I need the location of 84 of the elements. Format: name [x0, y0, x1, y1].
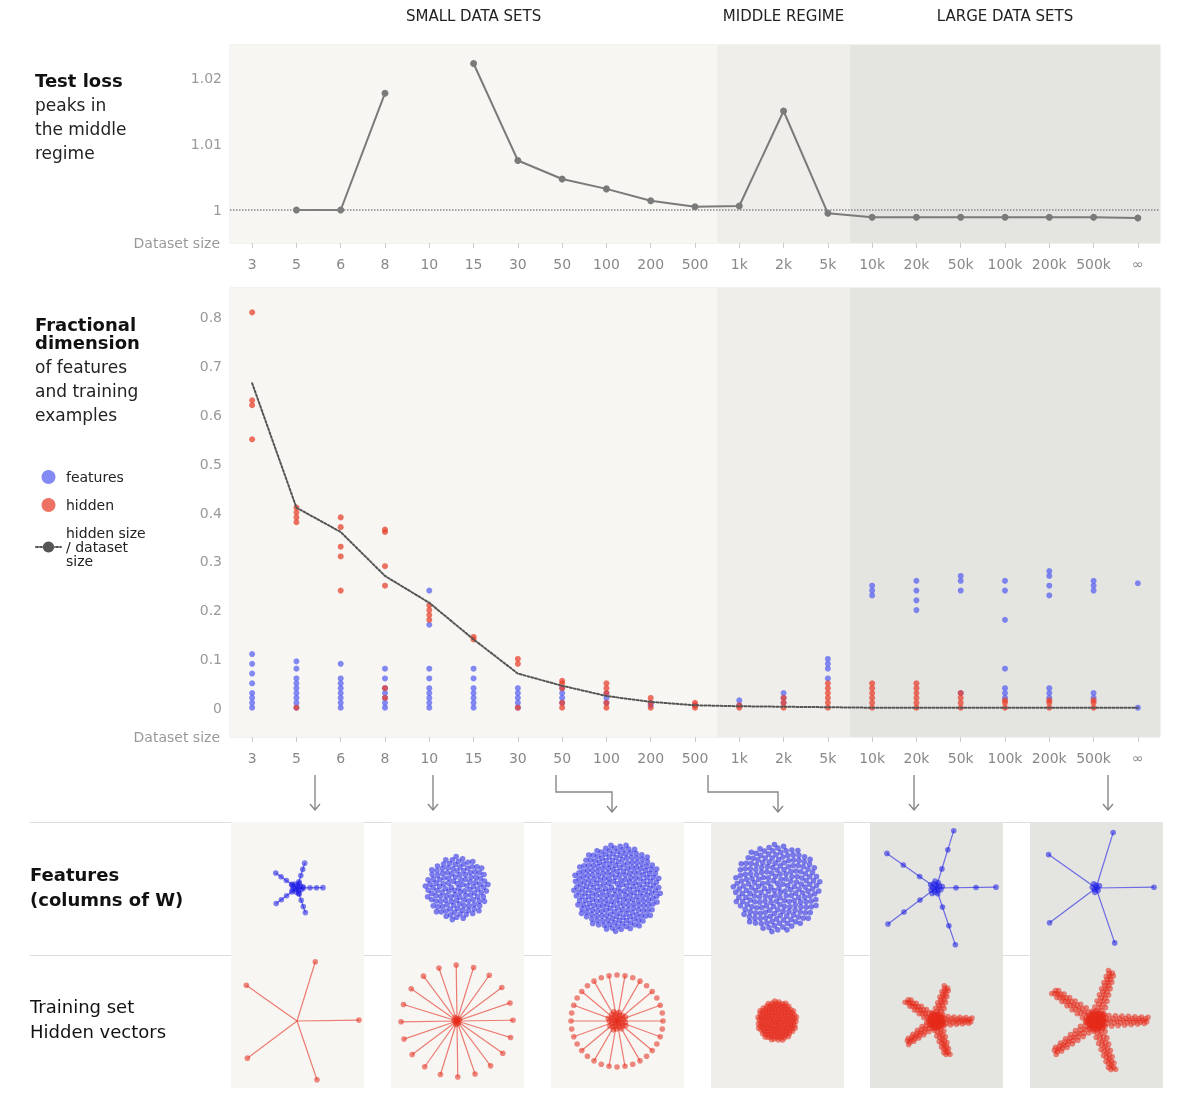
x-tick-label: 1k — [730, 750, 749, 766]
x-tick-label: 2k — [775, 256, 793, 272]
x-tick-label: 200 — [637, 750, 665, 766]
x-tick-label: 10 — [420, 256, 439, 272]
line-series — [251, 382, 1139, 709]
x-tick-label: 50 — [553, 750, 572, 766]
y-tick-label: 0.8 — [199, 309, 222, 326]
x-tick-label: 8 — [380, 256, 390, 272]
y-tick-label: 1.01 — [190, 136, 222, 152]
text: Training set Hidden vectors — [30, 995, 168, 1044]
x-tick-label: 500 — [681, 256, 709, 272]
x-tick-label: 5k — [819, 750, 838, 766]
legend-label: features — [66, 469, 124, 485]
point — [735, 202, 743, 210]
x-tick-label: 50k — [947, 256, 975, 272]
x-tick-label: 10k — [859, 256, 886, 272]
x-tick-label: 2k — [775, 750, 793, 766]
x-tick-label: 30 — [508, 256, 527, 272]
x-tick-label: 15 — [464, 750, 483, 766]
band-label: MIDDLE REGIME — [722, 6, 845, 25]
x-tick-label: 15 — [464, 256, 483, 272]
text: Features (columns of W) — [30, 863, 185, 912]
point — [1045, 213, 1053, 221]
point — [647, 197, 655, 205]
point — [912, 213, 920, 221]
text: of features and training examples — [35, 357, 144, 425]
y-tick-label: 0.5 — [199, 455, 222, 472]
y-tick-label: 0.4 — [199, 504, 223, 521]
y-tick-label: 1 — [213, 202, 222, 218]
x-tick-label: 20k — [903, 256, 931, 272]
x-tick-label: 100 — [593, 256, 620, 272]
x-tick-label: 1k — [730, 256, 749, 272]
band-label: SMALL DATA SETS — [405, 6, 542, 25]
x-tick-label: 20k — [903, 750, 931, 766]
x-tick-label: 5 — [291, 750, 301, 766]
x-tick-label: 200k — [1031, 256, 1068, 272]
text: Test loss — [35, 69, 123, 91]
text: peaks in the middle regime — [35, 95, 132, 163]
point — [868, 213, 876, 221]
x-tick-label: 5 — [291, 256, 301, 272]
y-tick-label: 1.02 — [190, 70, 222, 86]
x-tick-label: 200 — [637, 256, 665, 272]
x-tick-label: 200k — [1031, 750, 1068, 766]
x-tick-label: 100 — [593, 750, 620, 766]
x-tick-label: 6 — [336, 256, 346, 272]
y-tick-label: 0.6 — [199, 406, 223, 423]
x-tick-label: ∞ — [1132, 750, 1144, 766]
y-tick-label: 0.2 — [199, 602, 222, 619]
x-tick-label: 500k — [1076, 750, 1112, 766]
x-axis-title: Dataset size — [133, 235, 220, 251]
point — [514, 157, 522, 164]
x-tick-label: 3 — [247, 750, 257, 766]
y-tick-label: 0 — [213, 699, 222, 716]
x-tick-label: 3 — [247, 256, 257, 272]
y-tick-label: 0.1 — [199, 650, 222, 667]
point — [470, 59, 478, 67]
text: Fractional dimension — [35, 313, 143, 353]
point — [558, 175, 566, 183]
point — [780, 107, 788, 115]
y-tick-label: 0.7 — [199, 358, 222, 375]
y-tick-label: 0.3 — [199, 553, 222, 570]
legend-label: hidden size / dataset size — [66, 525, 151, 569]
x-tick-label: 6 — [336, 750, 346, 766]
point — [957, 213, 965, 221]
x-tick-label: 30 — [508, 750, 527, 766]
x-tick-label: 50 — [553, 256, 572, 272]
x-axis-title: Dataset size — [133, 729, 220, 745]
point — [1090, 213, 1098, 221]
legend-label: hidden — [66, 497, 115, 513]
x-tick-label: 8 — [380, 750, 390, 766]
x-tick-label: 100k — [987, 750, 1024, 766]
x-tick-label: 10 — [420, 750, 439, 766]
x-tick-label: 50k — [947, 750, 975, 766]
x-tick-label: 10k — [859, 750, 886, 766]
x-tick-label: 5k — [819, 256, 838, 272]
x-tick-label: ∞ — [1132, 256, 1144, 272]
point — [1001, 213, 1009, 221]
band-label: LARGE DATA SETS — [936, 6, 1074, 25]
point — [602, 185, 610, 193]
point — [1134, 214, 1142, 222]
x-tick-label: 500k — [1076, 256, 1112, 272]
x-tick-label: 500 — [681, 750, 709, 766]
point — [824, 209, 832, 217]
x-tick-label: 100k — [987, 256, 1024, 272]
